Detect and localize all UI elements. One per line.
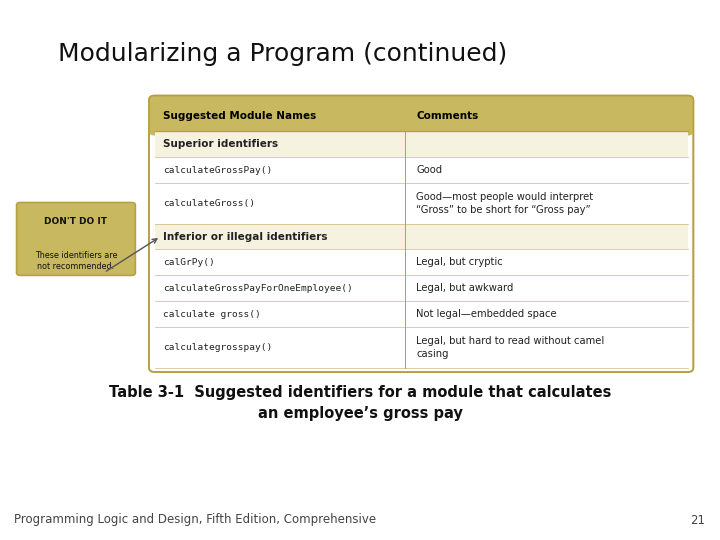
Text: Inferior or illegal identifiers: Inferior or illegal identifiers <box>163 232 328 241</box>
Bar <box>155 224 688 249</box>
Text: an employee’s gross pay: an employee’s gross pay <box>258 406 462 421</box>
Text: Legal, but hard to read without camel
casing: Legal, but hard to read without camel ca… <box>416 336 604 359</box>
Bar <box>155 131 688 157</box>
Bar <box>155 117 688 131</box>
Text: Modularizing a Program (continued): Modularizing a Program (continued) <box>58 42 507 66</box>
Bar <box>155 249 688 275</box>
Text: Superior identifiers: Superior identifiers <box>163 139 279 149</box>
Text: Legal, but awkward: Legal, but awkward <box>416 284 513 293</box>
Text: Good—most people would interpret
“Gross” to be short for “Gross pay”: Good—most people would interpret “Gross”… <box>416 192 593 215</box>
Bar <box>155 183 688 224</box>
Text: calculateGrossPay(): calculateGrossPay() <box>163 166 273 174</box>
Text: 21: 21 <box>690 514 706 526</box>
Text: DON'T DO IT: DON'T DO IT <box>45 217 107 226</box>
Bar <box>155 275 688 301</box>
Text: Comments: Comments <box>416 111 478 120</box>
Text: Good: Good <box>416 165 442 175</box>
Text: calculategrosspay(): calculategrosspay() <box>163 343 273 352</box>
Text: Suggested Module Names: Suggested Module Names <box>163 111 317 120</box>
FancyBboxPatch shape <box>17 202 135 275</box>
Text: Legal, but cryptic: Legal, but cryptic <box>416 258 503 267</box>
Text: These identifiers are
not recommended.: These identifiers are not recommended. <box>35 251 117 271</box>
Bar <box>155 157 688 183</box>
Text: calculateGross(): calculateGross() <box>163 199 256 208</box>
Text: Programming Logic and Design, Fifth Edition, Comprehensive: Programming Logic and Design, Fifth Edit… <box>14 514 377 526</box>
FancyBboxPatch shape <box>149 96 693 372</box>
Bar <box>155 301 688 327</box>
Text: Not legal—embedded space: Not legal—embedded space <box>416 309 557 319</box>
FancyBboxPatch shape <box>149 96 693 136</box>
Text: calculateGrossPayForOneEmployee(): calculateGrossPayForOneEmployee() <box>163 284 354 293</box>
Bar <box>155 327 688 368</box>
Text: Table 3-1  Suggested identifiers for a module that calculates: Table 3-1 Suggested identifiers for a mo… <box>109 385 611 400</box>
Text: calGrPy(): calGrPy() <box>163 258 215 267</box>
Text: calculate gross(): calculate gross() <box>163 310 261 319</box>
